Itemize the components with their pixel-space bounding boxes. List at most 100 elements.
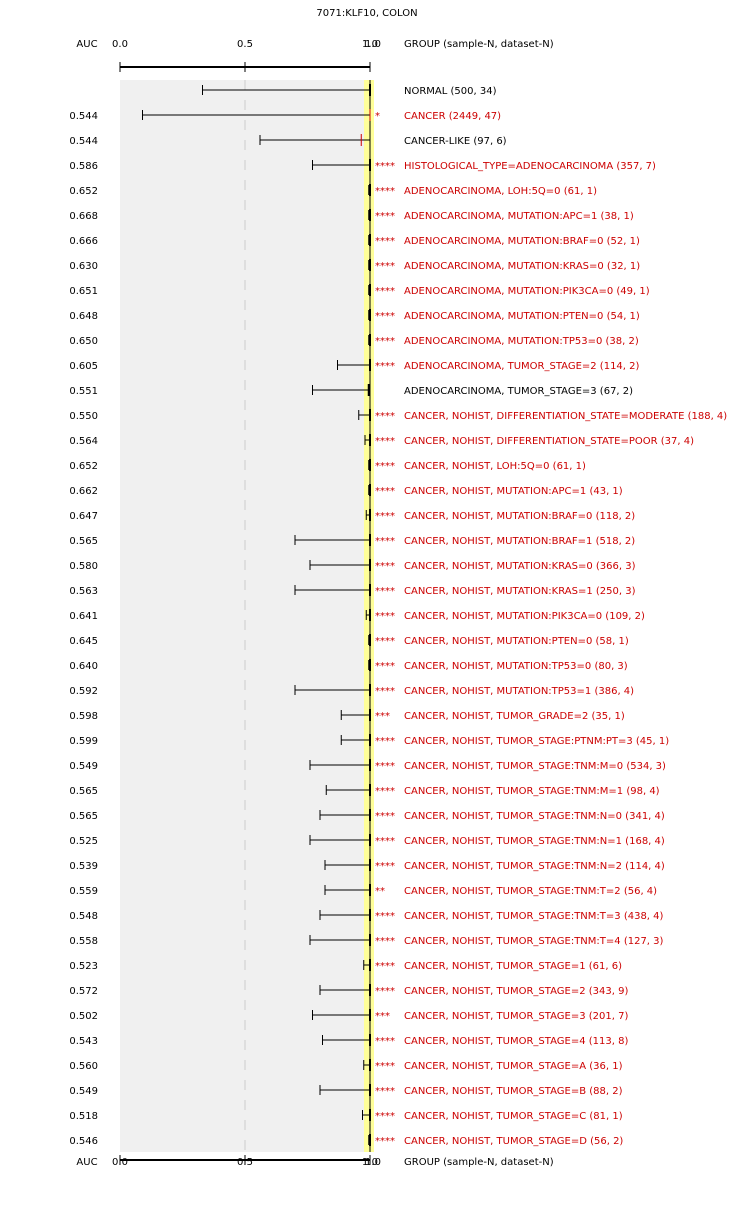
group-label: CANCER, NOHIST, TUMOR_STAGE:PTNM:PT=3 (4… (404, 736, 669, 747)
group-label: NORMAL (500, 34) (404, 86, 497, 97)
group-label: ADENOCARCINOMA, MUTATION:TP53=0 (38, 2) (404, 336, 639, 347)
auc-value: 0.641 (69, 611, 98, 622)
significance-stars: **** (375, 261, 395, 272)
group-label: HISTOLOGICAL_TYPE=ADENOCARCINOMA (357, 7… (404, 161, 656, 172)
auc-value: 0.605 (69, 361, 98, 372)
x-tick-label: 1.0 (362, 1157, 378, 1168)
auc-value: 0.502 (69, 1011, 98, 1022)
auc-value: 0.640 (69, 661, 98, 672)
group-header: GROUP (sample-N, dataset-N) (404, 39, 554, 50)
forest-row: 0.544 * CANCER (2449, 47) (69, 109, 501, 122)
significance-stars: **** (375, 811, 395, 822)
significance-stars: **** (375, 611, 395, 622)
forest-row: 0.572 **** CANCER, NOHIST, TUMOR_STAGE=2 (… (69, 984, 628, 997)
group-label: CANCER, NOHIST, TUMOR_STAGE:TNM:M=1 (98,… (404, 786, 660, 797)
group-label: CANCER, NOHIST, MUTATION:BRAF=1 (518, 2) (404, 536, 635, 547)
significance-stars: **** (375, 286, 395, 297)
forest-row: 0.651 **** ADENOCARCINOMA, MUTATION:PIK3CA… (69, 284, 650, 297)
auc-value: 0.652 (69, 186, 98, 197)
forest-row: 0.565 **** CANCER, NOHIST, MUTATION:BRAF=1… (69, 534, 635, 547)
significance-stars: **** (375, 661, 395, 672)
forest-row: 0.599 **** CANCER, NOHIST, TUMOR_STAGE:PTN… (69, 734, 669, 747)
forest-row: 0.564 **** CANCER, NOHIST, DIFFERENTIATION… (69, 434, 694, 447)
auc-value: 0.666 (69, 236, 98, 247)
significance-stars: **** (375, 1136, 395, 1147)
significance-stars: **** (375, 561, 395, 572)
group-label: CANCER, NOHIST, TUMOR_STAGE=2 (343, 9) (404, 986, 628, 997)
auc-value: 0.544 (69, 136, 98, 147)
auc-value: 0.580 (69, 561, 98, 572)
forest-row: 0.551 ADENOCARCINOMA, TUMOR_STAGE=3 (67, … (69, 384, 633, 397)
significance-stars: **** (375, 1036, 395, 1047)
group-label: CANCER, NOHIST, MUTATION:KRAS=0 (366, 3) (404, 561, 636, 572)
auc-value: 0.565 (69, 786, 98, 797)
auc-value: 0.548 (69, 911, 98, 922)
auc-value: 0.648 (69, 311, 98, 322)
significance-stars: * (375, 111, 380, 122)
auc-value: 0.558 (69, 936, 98, 947)
significance-stars: **** (375, 186, 395, 197)
significance-stars: **** (375, 411, 395, 422)
forest-row: 0.563 **** CANCER, NOHIST, MUTATION:KRAS=1… (69, 584, 636, 597)
group-label: CANCER, NOHIST, TUMOR_STAGE=B (88, 2) (404, 1086, 623, 1097)
auc-value: 0.565 (69, 811, 98, 822)
header-bottom: AUC GROUP (sample-N, dataset-N)0.0 0.5 1.01… (76, 1155, 554, 1168)
auc-value: 0.544 (69, 111, 98, 122)
forest-row: 0.598 *** CANCER, NOHIST, TUMOR_GRADE=2 (3… (69, 709, 625, 722)
significance-stars: **** (375, 461, 395, 472)
forest-row: 0.543 **** CANCER, NOHIST, TUMOR_STAGE=4 (… (69, 1034, 628, 1047)
significance-stars: **** (375, 236, 395, 247)
forest-row: 0.662 **** CANCER, NOHIST, MUTATION:APC=1 … (69, 484, 623, 497)
forest-row: 0.549 **** CANCER, NOHIST, TUMOR_STAGE=B (… (69, 1084, 623, 1097)
significance-stars: **** (375, 861, 395, 872)
significance-stars: **** (375, 586, 395, 597)
forest-row: 0.652 **** CANCER, NOHIST, LOH:5Q=0 (61, 1… (69, 459, 586, 472)
group-label: CANCER, NOHIST, MUTATION:PIK3CA=0 (109, … (404, 611, 645, 622)
forest-row: 0.559 ** CANCER, NOHIST, TUMOR_STAGE:TNM:T… (69, 884, 657, 897)
rows: NORMAL (500, 34)0.544 * CANCER (2449, 47)0… (69, 84, 727, 1147)
x-tick-label: 1.0 (362, 39, 378, 50)
group-label: CANCER, NOHIST, LOH:5Q=0 (61, 1) (404, 461, 586, 472)
auc-value: 0.560 (69, 1061, 98, 1072)
group-label: CANCER, NOHIST, TUMOR_STAGE=D (56, 2) (404, 1136, 623, 1147)
forest-row: 0.523 **** CANCER, NOHIST, TUMOR_STAGE=1 (… (69, 959, 622, 972)
forest-row: 0.592 **** CANCER, NOHIST, MUTATION:TP53=1… (69, 684, 634, 697)
forest-row: 0.641 **** CANCER, NOHIST, MUTATION:PIK3CA… (69, 609, 645, 622)
forest-row: 0.565 **** CANCER, NOHIST, TUMOR_STAGE:TNM… (69, 784, 660, 797)
forest-row: 0.525 **** CANCER, NOHIST, TUMOR_STAGE:TNM… (69, 834, 665, 847)
group-label: CANCER, NOHIST, TUMOR_STAGE=1 (61, 6) (404, 961, 622, 972)
significance-stars: **** (375, 636, 395, 647)
group-label: ADENOCARCINOMA, TUMOR_STAGE=3 (67, 2) (404, 386, 633, 397)
group-label: ADENOCARCINOMA, MUTATION:APC=1 (38, 1) (404, 211, 634, 222)
auc-value: 0.551 (69, 386, 98, 397)
auc-value: 0.586 (69, 161, 98, 172)
auc-value: 0.630 (69, 261, 98, 272)
significance-stars: *** (375, 711, 390, 722)
significance-stars: **** (375, 486, 395, 497)
significance-stars: **** (375, 761, 395, 772)
x-tick-label: 0.5 (237, 1157, 253, 1168)
group-label: CANCER, NOHIST, TUMOR_STAGE=A (36, 1) (404, 1061, 623, 1072)
forest-row: 0.502 *** CANCER, NOHIST, TUMOR_STAGE=3 (2… (69, 1009, 628, 1022)
significance-stars: **** (375, 161, 395, 172)
auc-value: 0.565 (69, 536, 98, 547)
significance-stars: **** (375, 936, 395, 947)
auc-value: 0.645 (69, 636, 98, 647)
plot-panel (120, 80, 370, 1152)
auc-value: 0.543 (69, 1036, 98, 1047)
x-tick-label-overlap: 1.0 (365, 39, 381, 50)
group-label: CANCER, NOHIST, TUMOR_GRADE=2 (35, 1) (404, 711, 625, 722)
group-label: ADENOCARCINOMA, TUMOR_STAGE=2 (114, 2) (404, 361, 640, 372)
auc-value: 0.650 (69, 336, 98, 347)
group-label: CANCER, NOHIST, MUTATION:APC=1 (43, 1) (404, 486, 623, 497)
forest-row: 0.645 **** CANCER, NOHIST, MUTATION:PTEN=0… (69, 634, 629, 647)
group-label: ADENOCARCINOMA, MUTATION:PTEN=0 (54, 1) (404, 311, 640, 322)
group-label: CANCER, NOHIST, TUMOR_STAGE=4 (113, 8) (404, 1036, 628, 1047)
auc-value: 0.549 (69, 761, 98, 772)
auc-value: 0.598 (69, 711, 98, 722)
forest-row: 0.666 **** ADENOCARCINOMA, MUTATION:BRAF=0… (69, 234, 640, 247)
significance-stars: **** (375, 436, 395, 447)
header-top: AUC GROUP (sample-N, dataset-N)0.0 0.5 1.01… (76, 39, 554, 72)
group-label: CANCER, NOHIST, TUMOR_STAGE:TNM:T=4 (127… (404, 936, 664, 947)
forest-row: 0.546 **** CANCER, NOHIST, TUMOR_STAGE=D (… (69, 1134, 623, 1147)
